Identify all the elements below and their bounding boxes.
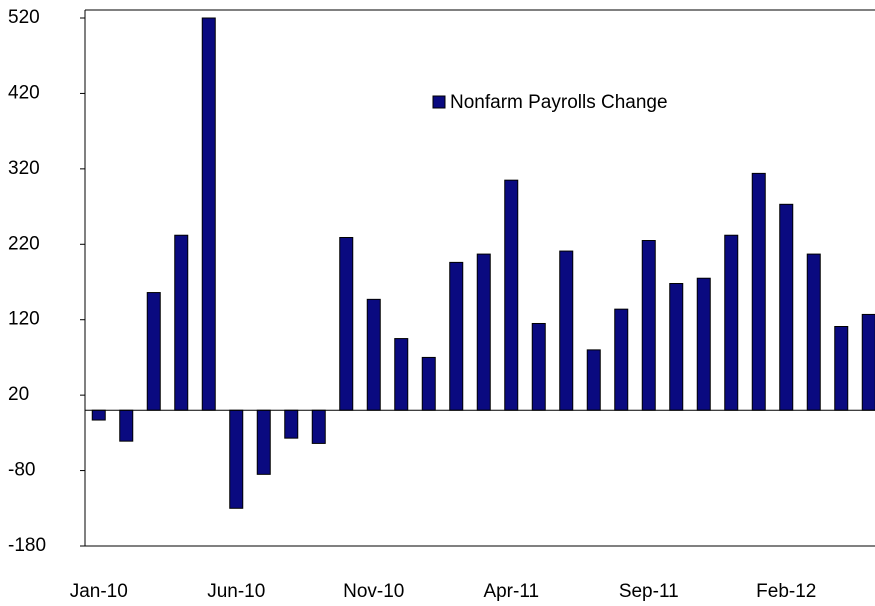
bar xyxy=(614,308,629,411)
bar xyxy=(256,409,271,475)
bar xyxy=(696,277,711,411)
bar xyxy=(449,261,464,411)
bar xyxy=(724,234,739,411)
bar xyxy=(366,298,381,411)
bar xyxy=(834,326,849,411)
legend-swatch xyxy=(432,95,446,109)
bar xyxy=(669,283,684,411)
y-tick-label: -180 xyxy=(8,535,46,556)
bar xyxy=(641,240,656,411)
y-tick-label: 120 xyxy=(8,309,40,330)
bar xyxy=(806,253,821,411)
bar xyxy=(779,203,794,411)
bar xyxy=(146,292,161,411)
bar xyxy=(421,356,436,411)
bar xyxy=(394,338,409,411)
y-tick-label: -80 xyxy=(8,460,35,481)
bar xyxy=(586,349,601,411)
bar xyxy=(229,409,244,509)
bar xyxy=(861,313,875,411)
bar xyxy=(119,409,134,442)
y-tick-label: 320 xyxy=(8,158,40,179)
y-tick-label: 220 xyxy=(8,233,40,254)
bar xyxy=(311,409,326,444)
bar xyxy=(531,322,546,411)
x-tick-label: Jun-10 xyxy=(207,581,265,602)
y-tick-label: 20 xyxy=(8,384,29,405)
bar xyxy=(91,409,106,421)
bar xyxy=(504,179,519,411)
x-tick-label: Sep-11 xyxy=(619,581,679,602)
x-tick-label: Feb-12 xyxy=(756,581,816,602)
bar xyxy=(284,409,299,439)
y-tick-label: 420 xyxy=(8,82,40,103)
x-tick-label: Apr-11 xyxy=(483,581,539,602)
x-tick-label: Nov-10 xyxy=(343,581,404,602)
bar xyxy=(476,253,491,411)
bar xyxy=(339,236,354,411)
legend-label: Nonfarm Payrolls Change xyxy=(450,92,668,113)
y-tick-label: 520 xyxy=(8,7,40,28)
bar xyxy=(559,250,574,411)
bar xyxy=(201,17,216,411)
x-tick-label: Jan-10 xyxy=(70,581,128,602)
bar xyxy=(174,234,189,411)
bar xyxy=(751,172,766,411)
